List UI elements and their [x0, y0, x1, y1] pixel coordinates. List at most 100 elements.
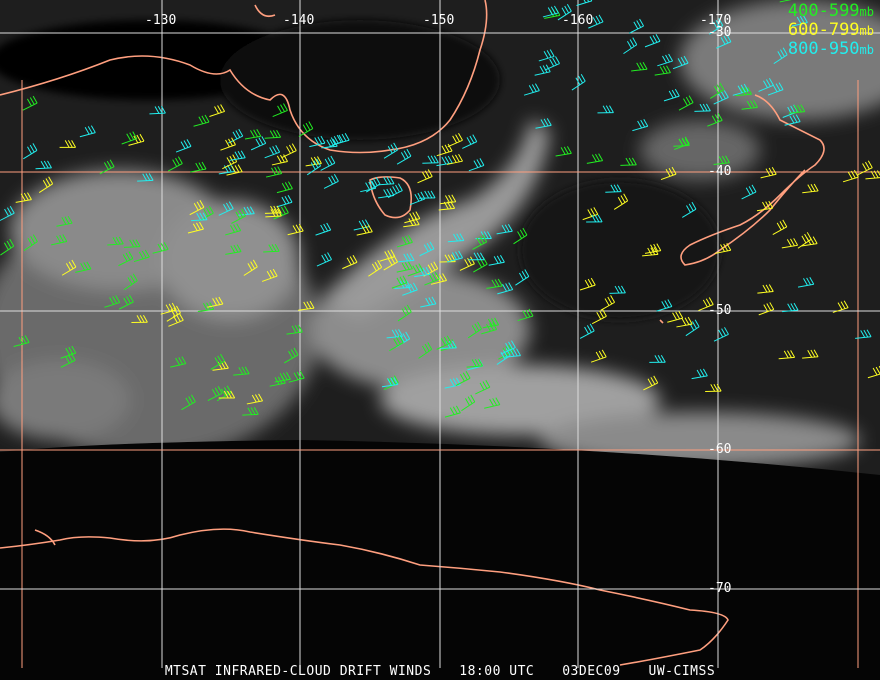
wind-barb-flag [129, 132, 135, 140]
wind-barb-flag [404, 262, 410, 270]
lat-label: -50 [708, 303, 732, 318]
wind-barb-flag [9, 205, 15, 214]
caption-time: 18:00 UTC [459, 664, 535, 679]
wind-barb [760, 173, 777, 179]
wind-barb [691, 375, 708, 380]
wind-barb-flag [667, 299, 673, 307]
wind-barb-flag [721, 155, 727, 164]
wind-barb-flag [692, 321, 697, 329]
wind-barb-flag [497, 278, 503, 287]
wind-barb [218, 208, 234, 216]
wind-barb-flag [502, 347, 508, 356]
wind-barb-flag [737, 85, 743, 93]
wind-barb-flag [226, 157, 232, 165]
wind-barb-flag [217, 386, 223, 394]
wind-barb-flag [273, 205, 279, 214]
wind-barb-flag [806, 277, 812, 286]
wind-barb-flag [444, 254, 450, 263]
wind-barb-flag [790, 303, 796, 311]
wind-barb-flag [521, 270, 527, 279]
wind-barb-flag [705, 103, 711, 112]
wind-barb-flag [223, 360, 229, 369]
wind-barb [276, 201, 293, 208]
wind-barb-flag [142, 173, 148, 181]
wind-barb-flag [705, 298, 711, 306]
wind-barb-flag [281, 182, 287, 191]
wind-barb-flag [291, 325, 297, 334]
wind-barb-flag [232, 154, 238, 162]
wind-barb-flag [790, 105, 796, 114]
wind-barb-flag [346, 257, 352, 266]
lat-label: -40 [708, 164, 732, 179]
wind-barb [438, 207, 455, 211]
wind-barb-flag [252, 259, 258, 268]
wind-barb-flag [127, 277, 133, 285]
wind-barb-flag [487, 318, 493, 327]
wind-barb-flag [326, 222, 332, 231]
wind-barb [417, 176, 433, 184]
wind-barb [15, 199, 32, 203]
wind-barb [167, 163, 183, 172]
wind-barb-flag [810, 349, 816, 358]
wind-barb-flag [396, 277, 402, 286]
wind-barb [673, 145, 690, 147]
wind-barb-flag [310, 162, 316, 170]
wind-barb-flag [391, 376, 396, 385]
wind-barb-flag [685, 96, 691, 105]
wind-barb [663, 95, 680, 102]
wind-barb-flag [492, 398, 498, 406]
wind-barb-flag [800, 104, 806, 112]
wind-barb [678, 102, 694, 111]
wind-barb-flag [415, 264, 421, 272]
wind-barb-flag [202, 212, 208, 220]
wind-barb [263, 250, 280, 253]
wind-barb-flag [775, 83, 781, 91]
wind-barb [436, 342, 452, 350]
wind-barb-flag [217, 105, 223, 113]
wind-barb-flag [287, 195, 293, 203]
wind-barb-flag [109, 297, 115, 305]
wind-barb-flag [425, 266, 431, 275]
wind-barb-flag [843, 300, 849, 308]
wind-barb-flag [422, 267, 428, 275]
wind-barb-flag [80, 263, 86, 271]
wind-barb-flag [501, 225, 507, 233]
wind-barb [23, 149, 38, 160]
wind-barb-flag [713, 86, 719, 94]
wind-barb [741, 106, 758, 110]
wind-barb-flag [418, 263, 424, 271]
wind-barb-flag [596, 311, 602, 320]
wind-barb [758, 308, 774, 316]
wind-barb [667, 317, 683, 323]
wind-barb-flag [431, 273, 437, 281]
wind-barb-flag [154, 106, 160, 114]
wind-barb-flag [241, 366, 247, 375]
wind-barb-flag [789, 115, 795, 124]
wind-barb-flag [431, 296, 437, 305]
wind-barb-flag [486, 323, 491, 332]
wind-barb-flag [341, 133, 347, 142]
wind-barb-flag [625, 157, 631, 166]
wind-barb-flag [112, 237, 118, 245]
wind-barb-flag [65, 263, 71, 271]
wind-barb-flag [188, 396, 194, 404]
wind-barb-flag [218, 296, 224, 305]
wind-barb-flag [616, 184, 622, 192]
wind-barb-flag [208, 205, 214, 214]
wind-barb-flag [590, 208, 596, 216]
wind-barb-flag [401, 262, 407, 271]
wind-barb [446, 160, 463, 165]
wind-barb [356, 231, 373, 236]
legend-label: 800-950 [787, 39, 860, 59]
wind-barb-flag [392, 186, 398, 194]
wind-barb-flag [702, 368, 708, 377]
wind-barb-flag [494, 317, 500, 326]
wind-barb-flag [361, 225, 367, 234]
wind-barb-flag [442, 273, 447, 281]
wind-barb-flag [589, 323, 595, 332]
wind-barb-flag [459, 373, 465, 382]
wind-barb-flag [268, 244, 274, 252]
wind-barb [613, 200, 628, 210]
wind-barb-flag [560, 147, 566, 155]
